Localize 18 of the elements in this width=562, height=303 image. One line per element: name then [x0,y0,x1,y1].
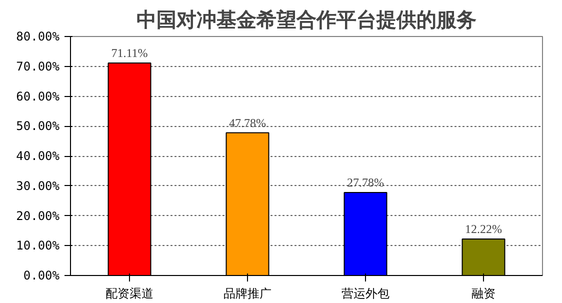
y-tick-label: 40.00% [16,149,60,163]
y-tick-label: 50.00% [16,119,60,134]
y-tick-label: 80.00% [16,30,60,44]
chart-title: 中国对冲基金希望合作平台提供的服务 [136,8,476,32]
y-tick-label: 70.00% [16,59,60,74]
x-tick-label: 配资渠道 [106,286,154,300]
y-tick-label: 0.00% [23,268,60,282]
x-tick-label: 品牌推广 [224,286,272,300]
x-tick-label: 融资 [472,286,496,300]
y-tick-label: 30.00% [16,178,60,193]
data-label: 12.22% [465,222,502,236]
y-tick-label: 20.00% [16,208,60,223]
data-label: 71.11% [111,46,148,60]
y-tick-label: 10.00% [16,238,60,253]
y-tick-label: 60.00% [16,89,60,104]
data-label: 27.78% [347,176,384,190]
data-label: 47.78% [229,116,266,130]
x-tick-label: 营运外包 [342,286,390,300]
